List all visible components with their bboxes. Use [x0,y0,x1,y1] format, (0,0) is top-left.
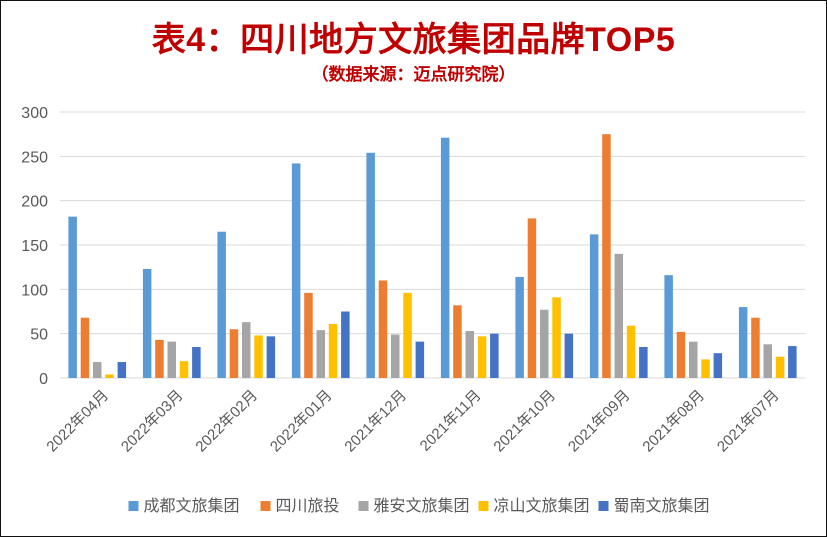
bar [266,336,276,378]
bar [328,323,338,378]
bar [738,307,748,378]
bar [788,346,797,378]
y-tick-label: 300 [21,105,48,122]
bar [465,331,474,378]
y-axis-ticks: 0 50 100 150 200 250 300 [21,105,48,388]
y-tick-label: 50 [30,327,48,344]
bar [93,362,102,378]
bar [155,339,164,378]
bar [689,341,698,378]
legend-swatch [128,501,139,511]
x-tick-label: 2022年01月 [267,387,336,456]
chart-subtitle: （数据来源：迈点研究院） [311,65,516,84]
bar [304,292,313,378]
bars [68,134,797,378]
bar [254,335,263,378]
bar [415,341,425,378]
bar [713,353,723,378]
chart-title: 表4：四川地方文旅集团品牌TOP5 [151,21,676,59]
bar [589,234,599,378]
bar [515,276,524,378]
x-tick-label: 2021年10月 [490,387,559,456]
x-tick-label: 2021年11月 [417,387,485,455]
bar [552,297,561,378]
bar [179,361,189,378]
x-tick-label: 2021年12月 [341,387,410,456]
bar [142,268,152,378]
bar [564,333,574,378]
legend-swatch [260,501,271,511]
x-tick-label: 2021年09月 [565,387,634,456]
bar [676,331,686,378]
x-tick-label: 2022年02月 [192,387,261,456]
bar [68,216,77,378]
bar [490,333,499,378]
bar [341,311,350,378]
y-tick-label: 200 [21,194,48,211]
bar [242,322,251,378]
legend-swatch [358,501,369,511]
x-tick-label: 2022年04月 [43,387,112,456]
bar [477,336,487,378]
x-tick-label: 2022年03月 [118,387,187,456]
legend: 成都文旅集团 四川旅投 雅安文旅集团 凉山文旅集团 蜀南文旅集团 [128,497,710,515]
bar [626,325,636,378]
legend-label: 四川旅投 [276,497,340,515]
x-axis-ticks: 2022年04月 2022年03月 2022年02月 2022年01月 2021年12月… [43,387,782,456]
legend-swatch [478,501,489,511]
bar [639,346,648,378]
y-tick-label: 100 [21,282,48,299]
bar [751,317,760,378]
legend-label: 成都文旅集团 [144,497,240,515]
legend-swatch [598,501,609,511]
bar [775,356,785,378]
bar [117,362,127,378]
bar [378,280,388,378]
bar [440,137,450,378]
bar [80,317,90,378]
bar [229,329,239,378]
bar [192,346,201,378]
gridlines [60,111,805,379]
legend-label: 蜀南文旅集团 [614,497,710,515]
bar [105,374,114,378]
bar [701,359,710,378]
bar [291,163,301,378]
bar [614,253,623,378]
bar [763,344,772,378]
bar [453,305,462,378]
legend-label: 凉山文旅集团 [494,497,590,515]
bar [540,309,549,378]
x-tick-label: 2021年08月 [639,387,708,456]
bar [167,341,176,378]
y-tick-label: 250 [21,149,48,166]
bar [602,134,611,378]
bar [391,334,400,378]
bar [217,231,226,378]
bar [664,275,673,378]
x-tick-label: 2021年07月 [714,387,783,456]
y-tick-label: 150 [21,238,48,255]
bar [366,152,375,378]
y-tick-label: 0 [39,371,48,388]
legend-label: 雅安文旅集团 [374,497,470,515]
bar [527,218,537,378]
bar [403,292,412,378]
bar [316,330,325,378]
